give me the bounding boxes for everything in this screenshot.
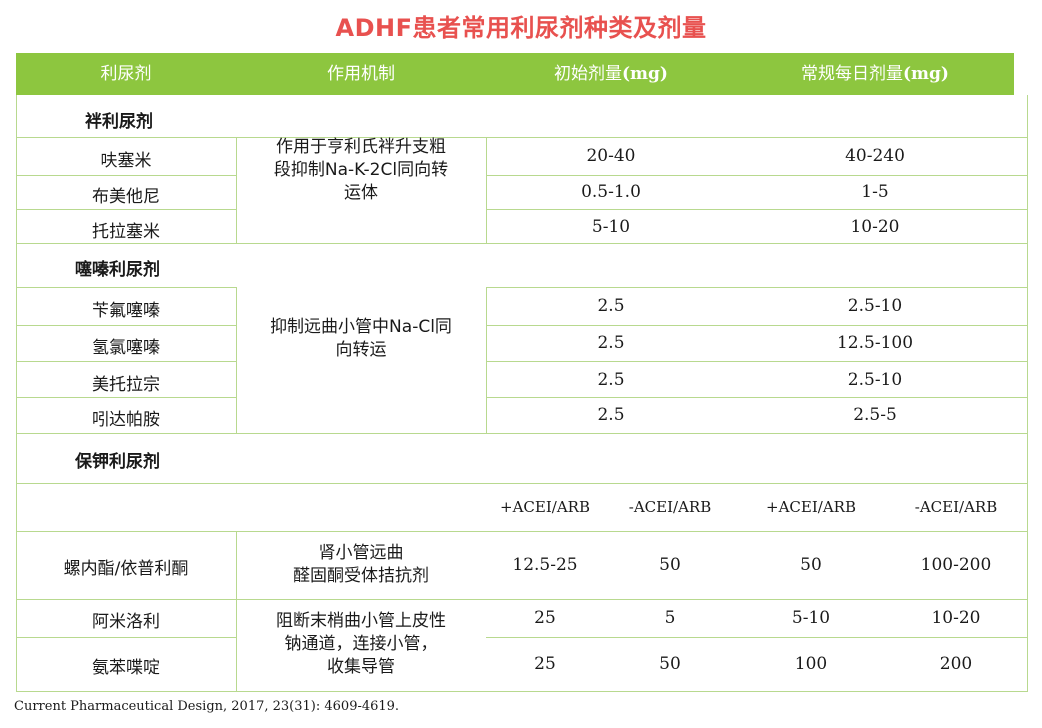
triamterene-daily-with-acei: 100	[794, 654, 828, 674]
triamterene-initial-with-acei: 25	[534, 654, 556, 674]
col-divider	[236, 287, 237, 433]
drug-spironolactone-eplerenone: 螺内酯/依普利酮	[63, 559, 189, 579]
metolazone-initial: 2.5	[597, 370, 625, 390]
header-daily-dose: 常规每日剂量(mg)	[801, 64, 949, 84]
drug-furosemide: 呋塞米	[100, 151, 152, 171]
row-divider	[16, 361, 236, 362]
triamterene-initial-without-acei: 50	[659, 654, 681, 674]
enac-mechanism: 阻断末梢曲小管上皮性 钠通道，连接小管， 收集导管	[276, 611, 446, 677]
bendroflumethiazide-daily: 2.5-10	[847, 296, 903, 316]
subheader-initial-with-acei: +ACEI/ARB	[500, 498, 590, 516]
drug-torasemide: 托拉塞米	[92, 222, 160, 242]
row-divider	[16, 243, 1028, 244]
spironolactone-mechanism: 肾小管远曲 醛固酮受体拮抗剂	[293, 543, 429, 586]
amiloride-daily-with-acei: 5-10	[791, 608, 831, 628]
category-potassium-sparing-diuretic: 保钾利尿剂	[75, 452, 160, 472]
row-divider	[486, 209, 1028, 210]
spironolactone-daily-without-acei: 100-200	[920, 555, 992, 575]
bumetanide-initial: 0.5-1.0	[581, 182, 641, 202]
table-header-bar	[16, 53, 1014, 95]
row-divider	[16, 175, 236, 176]
spironolactone-daily-with-acei: 50	[800, 555, 822, 575]
row-divider	[486, 397, 1028, 398]
drug-triamterene: 氨苯喋啶	[92, 658, 160, 678]
subheader-daily-with-acei: +ACEI/ARB	[766, 498, 856, 516]
metolazone-daily: 2.5-10	[847, 370, 903, 390]
row-divider	[486, 361, 1028, 362]
citation: Current Pharmaceutical Design, 2017, 23(…	[14, 699, 400, 714]
thiazide-mechanism: 抑制远曲小管中Na-Cl同 向转运	[270, 317, 452, 360]
row-divider	[16, 137, 1028, 138]
col-divider	[486, 287, 487, 433]
amiloride-daily-without-acei: 10-20	[931, 608, 981, 628]
table-title: ADHF患者常用利尿剂种类及剂量	[335, 14, 707, 42]
row-divider	[16, 599, 1028, 600]
drug-indapamide: 吲达帕胺	[92, 410, 160, 430]
row-divider	[486, 287, 1028, 288]
bumetanide-daily: 1-5	[861, 182, 889, 202]
category-thiazide-diuretic: 噻嗪利尿剂	[75, 260, 160, 280]
row-divider	[16, 531, 1028, 532]
row-divider	[16, 637, 236, 638]
spironolactone-initial-with-acei: 12.5-25	[512, 555, 578, 575]
row-divider	[16, 209, 236, 210]
drug-amiloride: 阿米洛利	[92, 612, 160, 632]
row-divider	[16, 397, 236, 398]
indapamide-daily: 2.5-5	[853, 405, 897, 425]
row-divider	[486, 325, 1028, 326]
header-initial-dose: 初始剂量(mg)	[554, 64, 668, 84]
furosemide-daily: 40-240	[845, 146, 905, 166]
subheader-initial-without-acei: -ACEI/ARB	[628, 498, 712, 516]
col-divider	[486, 137, 487, 243]
row-divider	[16, 433, 1028, 434]
row-divider	[486, 637, 1028, 638]
amiloride-initial-without-acei: 5	[664, 608, 676, 628]
triamterene-daily-without-acei: 200	[939, 654, 973, 674]
spironolactone-initial-without-acei: 50	[659, 555, 681, 575]
col-divider	[236, 531, 237, 692]
col-divider	[236, 137, 237, 243]
subheader-daily-without-acei: -ACEI/ARB	[914, 498, 998, 516]
category-loop-diuretic: 袢利尿剂	[85, 112, 153, 132]
table-frame	[16, 95, 1028, 692]
hydrochlorothiazide-initial: 2.5	[597, 333, 625, 353]
drug-metolazone: 美托拉宗	[92, 375, 160, 395]
row-divider	[16, 325, 236, 326]
row-divider	[486, 175, 1028, 176]
row-divider	[16, 483, 1028, 484]
indapamide-initial: 2.5	[597, 405, 625, 425]
torasemide-initial: 5-10	[591, 217, 631, 237]
hydrochlorothiazide-daily: 12.5-100	[836, 333, 914, 353]
drug-bumetanide: 布美他尼	[92, 187, 160, 207]
loop-mechanism: 作用于亨利氏袢升支粗 段抑制Na-K-2Cl同向转 运体	[273, 137, 449, 203]
header-mechanism: 作用机制	[327, 64, 395, 84]
bendroflumethiazide-initial: 2.5	[597, 296, 625, 316]
header-diuretic: 利尿剂	[100, 64, 152, 84]
amiloride-initial-with-acei: 25	[534, 608, 556, 628]
drug-bendroflumethiazide: 苄氟噻嗪	[92, 301, 160, 321]
torasemide-daily: 10-20	[850, 217, 900, 237]
row-divider	[16, 287, 236, 288]
drug-hydrochlorothiazide: 氢氯噻嗪	[92, 338, 160, 358]
furosemide-initial: 20-40	[586, 146, 636, 166]
